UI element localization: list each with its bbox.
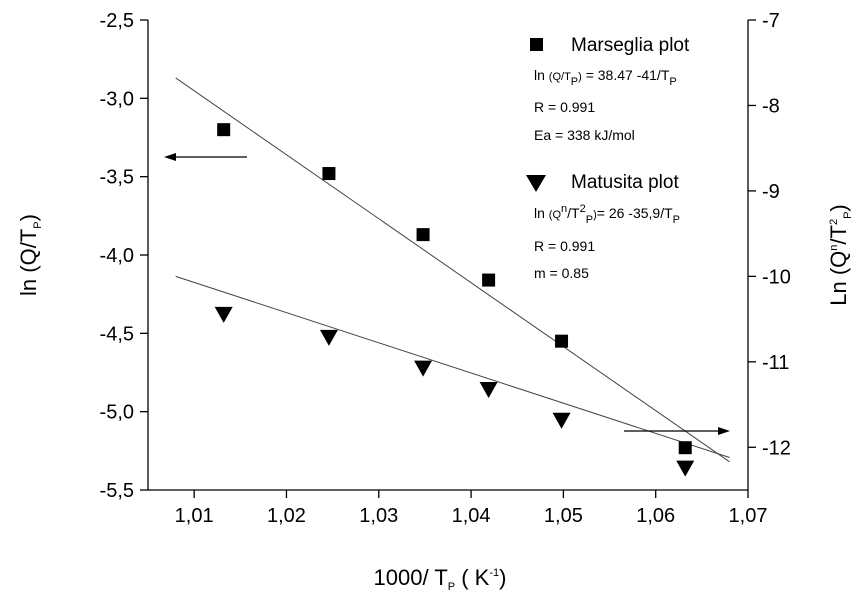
y-left-tick-label: -3,0 <box>100 88 134 110</box>
marseglia-point <box>482 273 496 287</box>
marseglia-point <box>322 167 336 181</box>
y-left-axis-ticks: -2,5 -3,0 -3,5 -4,0 -4,5 -5,0 -5,5 <box>100 10 148 502</box>
matusita-equation: ln (Qn/T2P)= 26 -35,9/TP <box>534 203 680 226</box>
marseglia-equation: ln (Q/TP) = 38.47 -41/TP <box>534 67 677 88</box>
data-points <box>214 123 695 477</box>
y-right-axis-ticks: -7 -8 -9 -10 -11 -12 <box>748 10 791 459</box>
legend-label-matusita: Matusita plot <box>571 172 679 193</box>
x-tick-label: 1,05 <box>544 505 583 527</box>
arrow-right-annotation <box>624 427 730 435</box>
y-right-tick-label: -11 <box>762 352 789 374</box>
marseglia-point <box>217 123 231 137</box>
y-left-tick-label: -2,5 <box>100 10 134 32</box>
y-left-axis-title: ln (Q/TP) <box>16 214 44 296</box>
legend-label-marseglia: Marseglia plot <box>571 35 690 56</box>
y-left-tick-label: -5,0 <box>100 402 134 424</box>
legend: Marseglia plot ln (Q/TP) = 38.47 -41/TP … <box>526 35 690 281</box>
y-right-axis-title: Ln (Qn/T2P) <box>826 204 854 306</box>
y-left-tick-label: -5,5 <box>100 480 134 502</box>
y-right-tick-label: -12 <box>762 437 791 459</box>
x-tick-label: 1,07 <box>729 505 768 527</box>
matusita-m-value: m = 0.85 <box>534 265 589 281</box>
marseglia-point <box>678 441 692 455</box>
matusita-fit-line <box>175 275 730 459</box>
y-left-tick-label: -4,5 <box>100 323 134 345</box>
marseglia-point <box>555 334 569 348</box>
x-tick-label: 1,06 <box>636 505 675 527</box>
marseglia-ea-value: Ea = 338 kJ/mol <box>534 127 635 143</box>
x-axis-ticks: 1,01 1,02 1,03 1,04 1,05 1,06 1,07 <box>175 490 768 527</box>
matusita-point <box>214 306 233 323</box>
matusita-point <box>552 412 571 429</box>
x-axis-title: 1000/ TP ( K-1) <box>374 565 507 593</box>
x-tick-label: 1,01 <box>175 505 214 527</box>
y-left-tick-label: -3,5 <box>100 167 134 189</box>
matusita-point <box>479 382 498 399</box>
matusita-point <box>414 360 433 377</box>
x-tick-label: 1,04 <box>452 505 491 527</box>
legend-marker-triangle <box>526 175 546 192</box>
matusita-point <box>319 329 338 346</box>
y-right-tick-label: -9 <box>762 181 780 203</box>
matusita-r-value: R = 0.991 <box>534 238 595 254</box>
x-tick-label: 1,03 <box>359 505 398 527</box>
fit-lines <box>175 77 730 463</box>
y-left-tick-label: -4,0 <box>100 245 134 267</box>
arrow-left-annotation <box>164 153 247 161</box>
plot-frame <box>147 20 749 491</box>
marseglia-fit-line <box>175 77 730 463</box>
legend-marker-square <box>530 38 543 51</box>
x-tick-label: 1,02 <box>267 505 306 527</box>
marseglia-r-value: R = 0.991 <box>534 99 595 115</box>
y-right-tick-label: -10 <box>762 266 791 288</box>
y-right-tick-label: -8 <box>762 95 780 117</box>
matusita-point <box>676 460 695 477</box>
y-right-tick-label: -7 <box>762 10 780 32</box>
marseglia-point <box>416 228 430 242</box>
